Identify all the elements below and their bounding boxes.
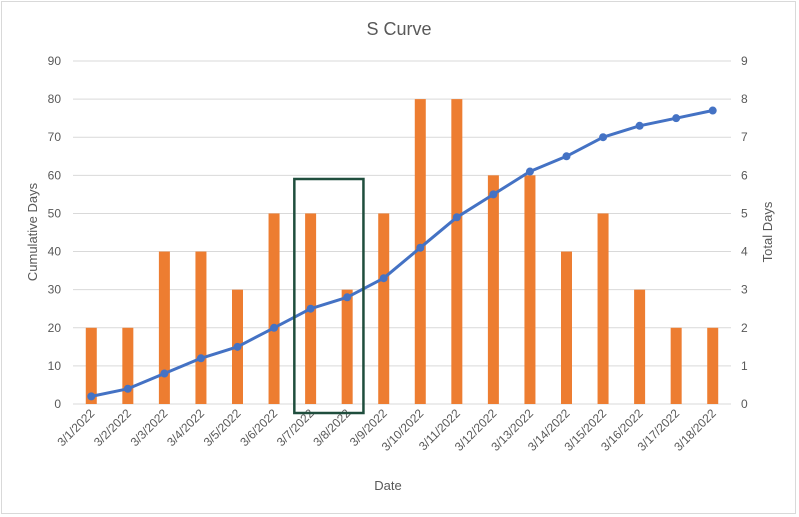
left-tick-label: 40 (48, 245, 62, 259)
x-tick-label: 3/6/2022 (237, 406, 280, 449)
line-point (708, 106, 717, 115)
right-axis-ticks: 0 1 2 3 4 5 6 7 8 9 (741, 54, 748, 411)
line-point (123, 384, 132, 393)
x-tick-label: 3/3/2022 (128, 406, 171, 449)
highlight-group (293, 177, 365, 415)
line-point (635, 121, 644, 130)
left-tick-label: 60 (48, 168, 62, 182)
line-point (452, 213, 461, 222)
chart-title: S Curve (366, 19, 431, 39)
right-tick-label: 9 (741, 54, 748, 68)
gridlines (73, 60, 731, 405)
right-tick-label: 2 (741, 321, 748, 335)
bar (670, 327, 682, 404)
left-axis-ticks: 0 10 20 30 40 50 60 70 80 90 (48, 54, 62, 411)
left-tick-label: 30 (48, 283, 62, 297)
left-tick-label: 80 (48, 92, 62, 106)
bar (122, 327, 134, 404)
left-tick-label: 90 (48, 54, 62, 68)
line-point (306, 304, 315, 313)
bar (85, 327, 97, 404)
left-tick-label: 50 (48, 206, 62, 220)
line-point (379, 274, 388, 283)
right-tick-label: 1 (741, 359, 748, 373)
left-tick-label: 10 (48, 359, 62, 373)
line-point (599, 133, 608, 142)
x-axis-title: Date (374, 478, 401, 493)
x-tick-label: 3/1/2022 (54, 406, 97, 449)
bar (634, 289, 646, 404)
bar (707, 327, 719, 404)
line-point (672, 114, 681, 123)
line-point (416, 243, 425, 252)
bar (597, 213, 609, 404)
right-tick-label: 8 (741, 92, 748, 106)
x-tick-label: 3/5/2022 (201, 406, 244, 449)
left-tick-label: 20 (48, 321, 62, 335)
line-point (489, 190, 498, 199)
bar (378, 213, 390, 404)
line-series (87, 106, 717, 401)
line-point (343, 293, 352, 302)
highlight-box (293, 177, 365, 415)
x-tick-label: 3/4/2022 (164, 406, 207, 449)
y-axis-title: Cumulative Days (25, 182, 40, 281)
y2-axis-title: Total Days (760, 201, 775, 262)
line-point (87, 392, 96, 401)
line-path (90, 109, 714, 398)
line-point (233, 342, 242, 351)
bar (158, 251, 170, 404)
line-point (562, 152, 571, 161)
bar (268, 213, 280, 404)
bar (341, 289, 353, 404)
x-tick-label: 3/2/2022 (91, 406, 134, 449)
line-point (160, 369, 169, 378)
bar (524, 175, 536, 404)
right-tick-label: 3 (741, 283, 748, 297)
right-tick-label: 6 (741, 168, 748, 182)
bar (487, 175, 499, 404)
left-tick-label: 70 (48, 130, 62, 144)
bar (561, 251, 572, 404)
line-point (196, 354, 205, 363)
bar (195, 251, 207, 404)
line-point (270, 323, 279, 332)
right-tick-label: 0 (741, 397, 748, 411)
right-tick-label: 5 (741, 206, 748, 220)
right-tick-label: 4 (741, 245, 748, 259)
line-point (525, 167, 534, 176)
x-axis-ticks: 3/1/20223/2/20223/3/20223/4/20223/5/2022… (54, 406, 719, 454)
bar (451, 99, 463, 404)
left-tick-label: 0 (54, 397, 61, 411)
right-tick-label: 7 (741, 130, 748, 144)
